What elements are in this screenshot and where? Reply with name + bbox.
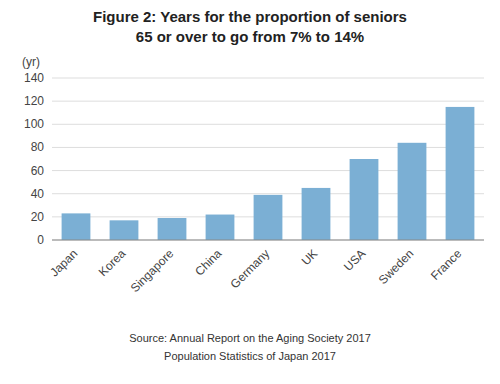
grid (52, 78, 484, 240)
title: Figure 2: Years for the proportion of se… (93, 8, 407, 25)
bar (206, 215, 235, 240)
bar (254, 195, 283, 240)
bar (350, 159, 379, 240)
bar (398, 143, 427, 240)
y-tick-label: 120 (24, 94, 44, 108)
bar (302, 188, 331, 240)
source-note: Source: Annual Report on the Aging Socie… (129, 332, 371, 344)
x-tick-label: Germany (228, 246, 273, 291)
y-tick-label: 100 (24, 117, 44, 131)
x-tick-label: China (192, 246, 224, 278)
bar (110, 220, 139, 240)
x-tick-label: France (428, 246, 465, 283)
x-tick-label: UK (299, 246, 321, 268)
chart-container: Figure 2: Years for the proportion of se… (0, 0, 500, 384)
source-note: Population Statistics of Japan 2017 (164, 350, 336, 362)
chart-svg: Figure 2: Years for the proportion of se… (0, 0, 500, 384)
y-axis-label: (yr) (22, 55, 40, 69)
bar (446, 107, 475, 240)
x-tick-label: Korea (96, 246, 129, 279)
grid-line (52, 78, 484, 79)
x-axis-line (52, 240, 484, 241)
bar (158, 218, 187, 240)
x-tick-label: Japan (47, 246, 80, 279)
grid-line (52, 124, 484, 125)
grid-line (52, 240, 484, 241)
x-tick-label: Sweden (376, 246, 417, 287)
y-tick-label: 140 (24, 71, 44, 85)
y-tick-label: 80 (31, 140, 45, 154)
y-tick-label: 60 (31, 164, 45, 178)
bar (62, 213, 91, 240)
grid-line (52, 101, 484, 102)
y-tick-label: 0 (37, 233, 44, 247)
y-tick-label: 20 (31, 210, 45, 224)
bars (62, 107, 475, 240)
subtitle: 65 or over to go from 7% to 14% (136, 28, 364, 45)
y-tick-label: 40 (31, 187, 45, 201)
x-tick-label: Singapore (128, 246, 177, 295)
x-tick-label: USA (341, 246, 368, 273)
